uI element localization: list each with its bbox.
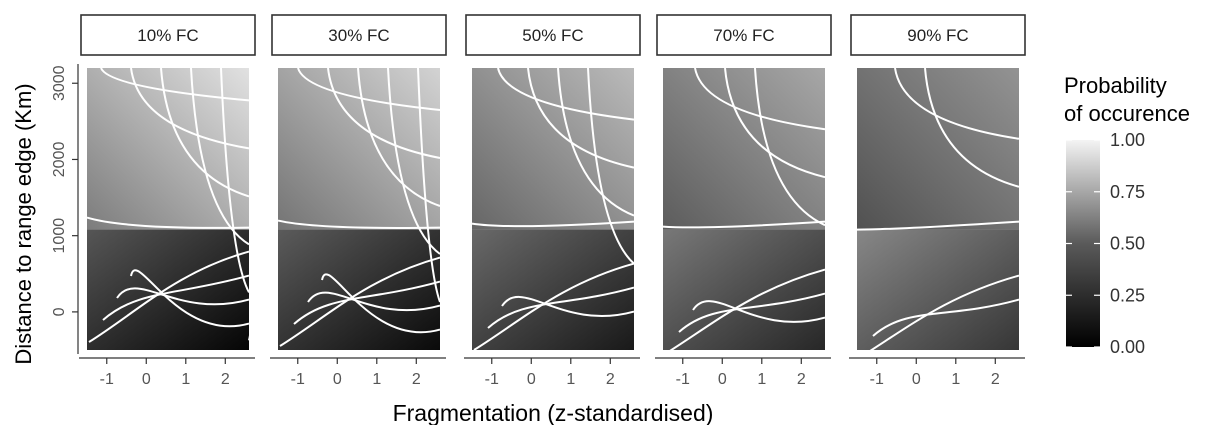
contour-line	[357, 67, 441, 207]
facet-panel: 70% FC -1 0 1 2	[655, 14, 832, 388]
heatmap-lower-region	[663, 229, 825, 350]
facet-panel: 90% FC -1 0 1 2	[849, 14, 1026, 388]
heatmap-lower-region	[472, 229, 634, 350]
facet-strip	[656, 14, 832, 56]
y-tick-label: 1000	[51, 218, 68, 254]
contour-line	[190, 67, 250, 246]
contour-line	[130, 269, 250, 328]
x-tick-label: 1	[181, 371, 190, 388]
facet-strip-label: 90% FC	[907, 26, 968, 45]
facet-strip-label: 30% FC	[328, 26, 389, 45]
contour-line	[527, 67, 635, 169]
x-tick-label: -1	[100, 371, 114, 388]
facet-panel: 30% FC -1 0 1 2	[270, 14, 447, 388]
contour-line	[248, 67, 256, 341]
x-tick-label: 0	[333, 371, 342, 388]
contour-line	[694, 67, 826, 131]
contour-lines	[86, 67, 256, 343]
x-tick-label: 2	[606, 371, 615, 388]
contour-line	[417, 67, 441, 303]
contour-line	[100, 67, 250, 102]
y-axis-title: Distance to range edge (Km)	[11, 83, 36, 364]
facet-strip	[465, 14, 641, 56]
x-tick-label: -1	[676, 371, 690, 388]
legend-tick-label: 0.75	[1110, 182, 1145, 202]
facet-strip-label: 50% FC	[522, 26, 583, 45]
facet-panel: 10% FC -1 0 1 2	[79, 14, 256, 388]
heatmap-lower-region	[857, 229, 1019, 350]
legend-ticks: 1.00 0.75 0.50 0.25 0.00	[1066, 130, 1145, 357]
contour-lines	[856, 67, 1020, 359]
heatmap-upper-region	[472, 68, 634, 230]
heatmap-upper-region	[663, 68, 825, 230]
x-tick-label: 0	[912, 371, 921, 388]
contour-line	[471, 220, 635, 228]
legend-title-line-2: of occurence	[1064, 101, 1190, 126]
x-tick-label: -1	[291, 371, 305, 388]
contour-line	[557, 67, 635, 217]
x-tick-label: 2	[797, 371, 806, 388]
contour-line	[872, 298, 1020, 337]
contour-lines	[662, 67, 826, 355]
contour-line	[501, 295, 635, 317]
facet-strip-label: 70% FC	[713, 26, 774, 45]
facet-panel: 50% FC -1 0 1 2	[464, 14, 641, 388]
contour-line	[220, 67, 250, 293]
contour-line	[86, 216, 250, 229]
x-tick-label: 1	[757, 371, 766, 388]
legend-tick-label: 0.00	[1110, 337, 1145, 357]
y-tick-label: 0	[51, 307, 68, 316]
y-tick-label: 2000	[51, 142, 68, 178]
contour-lines	[277, 67, 441, 347]
x-axis: -1 0 1 2	[79, 357, 255, 388]
facet-panels: 10% FC -1 0 1 2 30% FC -1 0 1 2 50% FC -1 0 1 2 70% FC -…	[79, 14, 1026, 388]
x-tick-label: 1	[951, 371, 960, 388]
facet-strip	[850, 14, 1026, 56]
legend-tick-label: 0.25	[1110, 285, 1145, 305]
contour-line	[924, 67, 1020, 188]
contour-line	[894, 67, 1020, 140]
contour-line	[327, 67, 441, 159]
contour-lines	[471, 67, 635, 351]
facet-strip	[80, 14, 256, 56]
y-tick-label: 3000	[51, 65, 68, 101]
contour-line	[724, 67, 826, 179]
x-tick-label: 2	[221, 371, 230, 388]
legend-title-line-1: Probability	[1064, 73, 1167, 98]
heatmap-upper-region	[278, 68, 440, 230]
contour-line	[692, 300, 826, 323]
contour-line	[297, 67, 441, 111]
legend: Probability of occurence 1.00 0.75 0.50 0.2…	[1064, 73, 1190, 357]
heatmap-upper-region	[857, 68, 1019, 230]
x-tick-label: 2	[991, 371, 1000, 388]
legend-tick-label: 0.50	[1110, 234, 1145, 254]
contour-line	[754, 67, 826, 227]
x-tick-label: 1	[372, 371, 381, 388]
contour-line	[160, 67, 250, 198]
x-tick-label: -1	[485, 371, 499, 388]
x-tick-label: -1	[870, 371, 884, 388]
x-tick-label: 0	[718, 371, 727, 388]
x-tick-label: 2	[412, 371, 421, 388]
contour-line	[858, 274, 1020, 359]
x-axis: -1 0 1 2	[849, 357, 1025, 388]
heatmap-lower-region	[87, 229, 249, 350]
x-tick-label: 0	[527, 371, 536, 388]
y-axis: 0 1000 2000 3000	[51, 64, 79, 354]
x-axis: -1 0 1 2	[464, 357, 640, 388]
contour-line	[662, 220, 826, 229]
x-axis: -1 0 1 2	[270, 357, 446, 388]
x-tick-label: 1	[566, 371, 575, 388]
facet-strip-label: 10% FC	[137, 26, 198, 45]
x-axis: -1 0 1 2	[655, 357, 831, 388]
x-tick-label: 0	[142, 371, 151, 388]
facet-strip	[271, 14, 447, 56]
x-axis-title: Fragmentation (z-standardised)	[393, 400, 714, 425]
contour-line	[856, 220, 1020, 231]
contour-line	[321, 273, 441, 334]
contour-line	[587, 67, 635, 265]
contour-line	[277, 219, 441, 229]
legend-tick-label: 1.00	[1110, 130, 1145, 150]
